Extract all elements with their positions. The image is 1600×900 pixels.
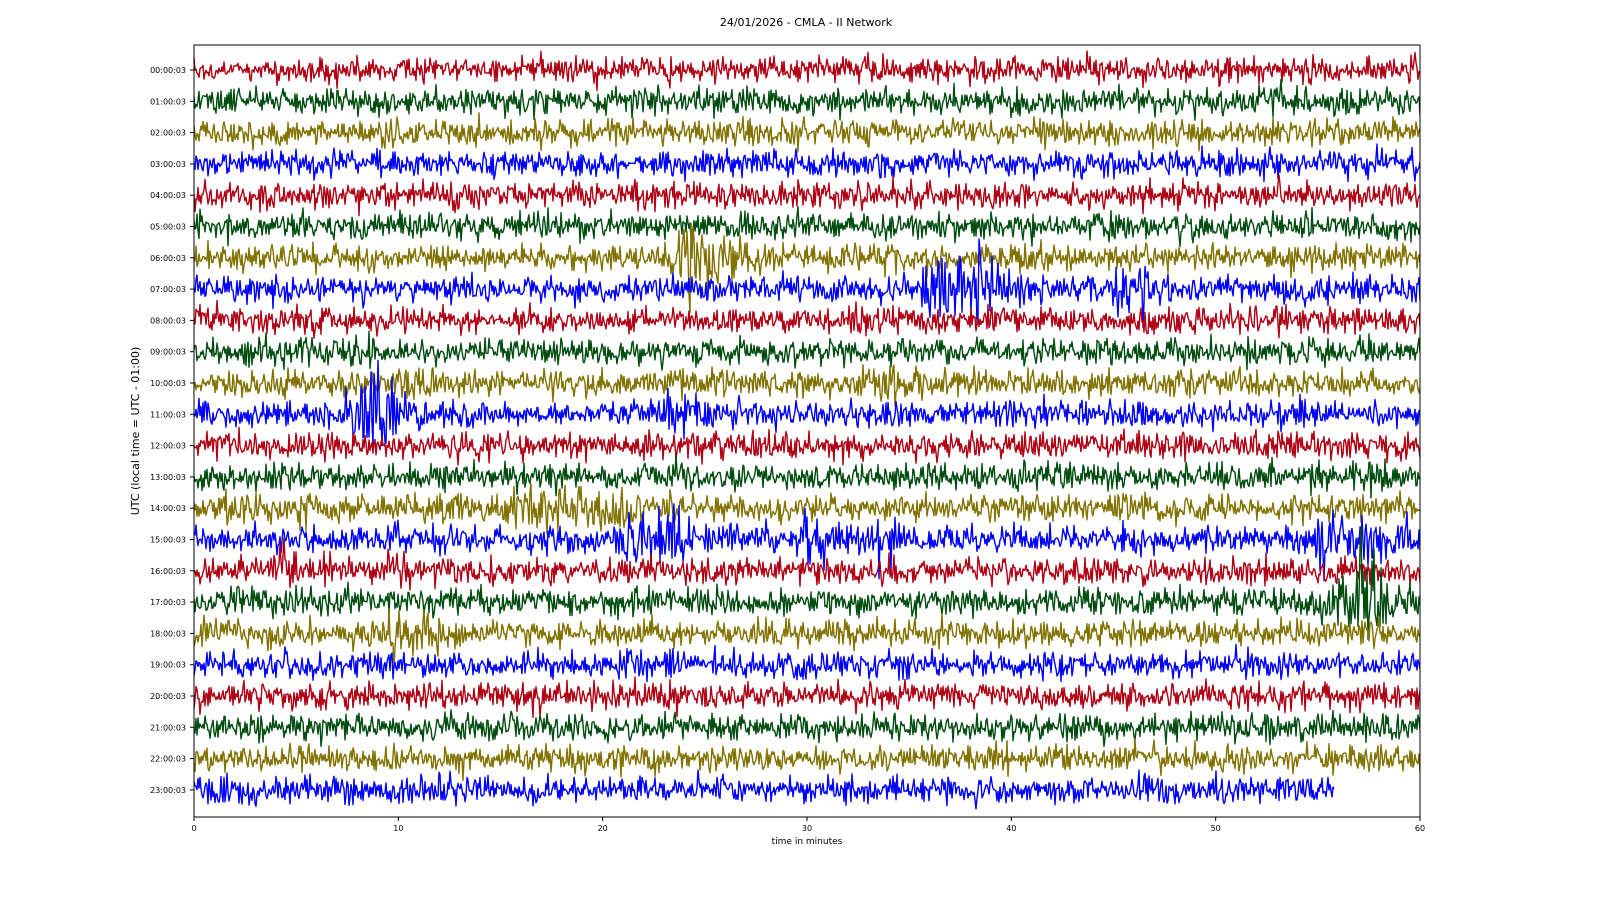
x-axis-label: time in minutes xyxy=(772,837,843,847)
trace-row-10:00:03 xyxy=(194,364,1420,407)
x-tick-label: 10 xyxy=(393,824,403,833)
y-tick-label: 10:00:03 xyxy=(150,379,186,388)
y-tick-label: 13:00:03 xyxy=(150,473,186,482)
trace-row-11:00:03 xyxy=(194,359,1420,447)
y-axis-label: UTC (local time = UTC - 01:00) xyxy=(129,347,142,516)
trace-row-13:00:03 xyxy=(194,453,1420,499)
y-tick-label: 06:00:03 xyxy=(150,254,186,263)
trace-row-05:00:03 xyxy=(194,206,1420,248)
trace-row-12:00:03 xyxy=(194,426,1420,466)
trace-row-07:00:03 xyxy=(194,238,1420,329)
y-tick-label: 12:00:03 xyxy=(150,442,186,451)
trace-group xyxy=(194,50,1420,810)
x-tick-label: 40 xyxy=(1006,824,1016,833)
y-tick-label: 19:00:03 xyxy=(150,661,186,670)
trace-row-01:00:03 xyxy=(194,78,1420,121)
trace-row-09:00:03 xyxy=(194,330,1420,371)
trace-row-06:00:03 xyxy=(194,222,1420,314)
x-tick-label: 0 xyxy=(191,824,196,833)
y-tick-label: 07:00:03 xyxy=(150,285,186,294)
x-tick-label: 30 xyxy=(802,824,812,833)
trace-row-22:00:03 xyxy=(194,737,1420,781)
trace-row-15:00:03 xyxy=(194,503,1420,582)
chart-title: 24/01/2026 - CMLA - II Network xyxy=(720,16,893,29)
trace-row-20:00:03 xyxy=(194,676,1420,718)
trace-row-00:00:03 xyxy=(194,50,1420,92)
y-tick-label: 21:00:03 xyxy=(150,723,186,732)
y-tick-label: 22:00:03 xyxy=(150,755,186,764)
y-tick-label: 09:00:03 xyxy=(150,348,186,357)
y-tick-label: 18:00:03 xyxy=(150,629,186,638)
y-axis: 00:00:03 01:00:03 02:00:03 03:00:03 04:00:03… xyxy=(150,66,194,795)
y-tick-label: 15:00:03 xyxy=(150,536,186,545)
y-tick-label: 04:00:03 xyxy=(150,191,186,200)
trace-row-17:00:03 xyxy=(194,526,1420,640)
x-tick-label: 20 xyxy=(598,824,608,833)
trace-row-18:00:03 xyxy=(194,608,1420,669)
y-tick-label: 05:00:03 xyxy=(150,223,186,232)
y-tick-label: 23:00:03 xyxy=(150,786,186,795)
x-tick-label: 60 xyxy=(1415,824,1425,833)
trace-row-19:00:03 xyxy=(194,643,1420,683)
y-tick-label: 17:00:03 xyxy=(150,598,186,607)
y-tick-label: 14:00:03 xyxy=(150,504,186,513)
trace-row-16:00:03 xyxy=(194,537,1420,591)
y-tick-label: 03:00:03 xyxy=(150,160,186,169)
y-tick-label: 11:00:03 xyxy=(150,410,186,419)
y-tick-label: 20:00:03 xyxy=(150,692,186,701)
y-tick-label: 01:00:03 xyxy=(150,97,186,106)
y-tick-label: 16:00:03 xyxy=(150,567,186,576)
trace-row-08:00:03 xyxy=(194,299,1420,339)
trace-row-21:00:03 xyxy=(194,709,1420,748)
x-tick-label: 50 xyxy=(1211,824,1221,833)
trace-row-14:00:03 xyxy=(194,483,1420,535)
x-axis: 0 10 20 30 40 50 60 xyxy=(191,817,1425,833)
y-tick-label: 00:00:03 xyxy=(150,66,186,75)
trace-row-04:00:03 xyxy=(194,174,1420,217)
y-tick-label: 08:00:03 xyxy=(150,316,186,325)
y-tick-label: 02:00:03 xyxy=(150,129,186,138)
trace-row-23:00:03 xyxy=(194,769,1335,810)
trace-row-02:00:03 xyxy=(194,112,1420,153)
trace-row-03:00:03 xyxy=(194,143,1420,183)
